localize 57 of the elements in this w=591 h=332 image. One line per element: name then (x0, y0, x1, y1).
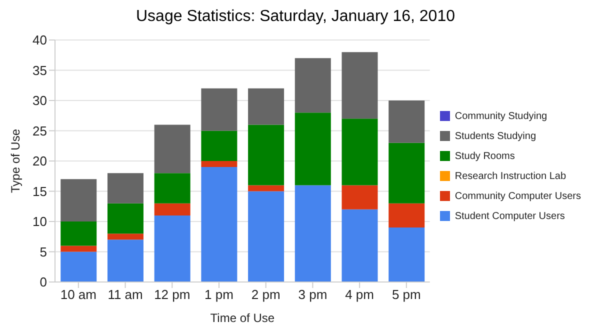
legend-label: Research Instruction Lab (454, 170, 566, 182)
bar (60, 246, 97, 252)
y-tick-label: 40 (32, 32, 47, 48)
y-tick-label: 25 (32, 123, 47, 138)
bar (248, 185, 284, 192)
bar (201, 161, 238, 168)
x-tick-label: 3 pm (298, 287, 328, 302)
y-tick-label: 30 (32, 93, 47, 108)
bar (107, 240, 144, 282)
bar (342, 209, 378, 282)
x-tick-label: 1 pm (204, 287, 234, 302)
bar (388, 100, 425, 143)
bar (388, 228, 425, 282)
bar (294, 112, 331, 186)
bar (60, 179, 97, 222)
bar (342, 118, 378, 186)
x-axis-title: Time of Use (210, 311, 275, 325)
bar (201, 88, 238, 131)
x-tick-label: 10 am (60, 287, 96, 302)
bar (60, 252, 97, 282)
bar (342, 52, 378, 119)
y-tick-label: 0 (40, 274, 47, 290)
bar (107, 203, 144, 234)
bar (107, 234, 144, 240)
x-tick-label: 12 pm (154, 287, 190, 302)
bar (294, 58, 331, 113)
y-tick-label: 15 (32, 184, 47, 199)
legend-label: Community Computer Users (454, 190, 581, 202)
x-tick-label: 5 pm (392, 287, 421, 302)
bar (154, 173, 190, 204)
bar (342, 185, 378, 210)
legend-label: Study Rooms (454, 150, 515, 162)
bar (388, 203, 425, 228)
legend-label: Students Studying (454, 130, 536, 142)
bar (248, 88, 284, 125)
bar (154, 215, 190, 282)
bar (294, 185, 331, 282)
bar (107, 173, 144, 204)
chart-title: Usage Statistics: Saturday, January 16, 2010 (135, 8, 456, 26)
legend-label: Student Computer Users (454, 210, 565, 222)
y-tick-label: 5 (40, 244, 47, 260)
y-tick-label: 10 (32, 214, 47, 230)
x-tick-label: 11 am (108, 287, 143, 302)
bar (60, 222, 97, 246)
x-tick-label: 2 pm (251, 287, 280, 302)
bar (154, 203, 190, 216)
bar (201, 130, 238, 161)
y-axis-title: Type of Use (8, 128, 22, 194)
y-tick-label: 35 (32, 62, 47, 78)
bar (201, 167, 238, 282)
bar (248, 124, 284, 186)
x-tick-label: 4 pm (345, 287, 374, 302)
y-tick-label: 20 (32, 154, 47, 169)
bar (248, 191, 284, 282)
legend-label: Community Studying (454, 110, 548, 122)
bar (154, 124, 190, 174)
bar (388, 142, 425, 204)
